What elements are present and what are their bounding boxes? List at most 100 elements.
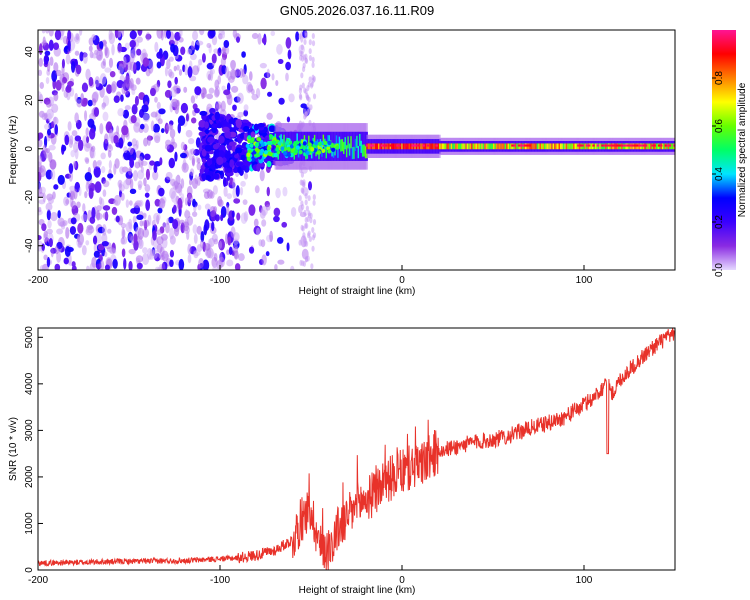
spectrogram-cell [203,223,208,236]
spectrogram-cell [196,225,202,235]
spectrogram-plot-frame [37,29,676,271]
spectrogram-cell [226,82,231,92]
spectrogram-cell [266,186,270,197]
spectrogram-cell [305,205,309,212]
spectrogram-cell [102,212,109,220]
spectrogram-cell [168,157,176,169]
spectrogram-cell [259,209,266,219]
spectrogram-cell [46,61,51,72]
spectrogram-cell [142,57,150,67]
spectrogram-cell [183,221,190,232]
spectrogram-cell [263,150,268,155]
spectrogram-cell [174,76,178,85]
spectrogram-cell [77,222,84,234]
spectrogram-cell [88,45,93,52]
spectrogram-cell [294,149,299,154]
spectrogram-cell [237,92,244,104]
spectrogram-cell [78,30,83,36]
spectrogram-cell [92,159,97,170]
spectrogram-cell [171,137,175,146]
spectrogram-cell [68,139,74,148]
spectrogram-cell [108,57,114,68]
spectrogram-cell [136,262,143,270]
colorbar-gradient [712,30,736,270]
spectrogram-cell [186,48,193,55]
spectrogram-cell [204,144,212,152]
spectrogram-cell [300,50,304,57]
spectrogram-cell [147,247,153,260]
spectrogram-cell [79,51,84,62]
spectrogram-cell [130,84,137,91]
colorbar-tick-label: 0.2 [714,215,725,229]
spectrogram-cell [258,239,263,247]
spectrogram-cell [666,144,670,147]
spectrogram-cell [266,160,272,168]
spectrogram-cell [133,233,138,244]
spectrogram-cell [192,224,198,235]
spectrogram-cell [214,79,220,90]
spectrogram-cell [261,254,267,266]
spectrogram-cell [312,93,317,100]
spectrogram-cell [266,68,270,79]
spectrogram-cell [129,30,137,40]
spectrogram-cell [136,214,144,221]
spectrogram-cell [113,135,119,145]
spectrogram-cell [104,264,110,270]
spectrogram-cell [185,113,189,122]
spectrogram-cell [120,192,125,201]
spectrogram-cell [174,105,179,115]
spectrogram-cell [288,93,295,103]
x-tick-label: -100 [210,275,230,286]
spectrogram-cell [302,141,307,146]
spectrogram-cell [49,159,57,170]
spectrogram-cell [111,44,115,56]
spectrogram-cell [218,135,225,144]
spectrogram-cell [142,228,150,238]
spectrogram-cell [70,60,76,73]
spectrogram-cell [55,79,62,91]
spectrogram-cell [300,44,304,51]
spectrogram-cell [216,156,224,166]
spectrogram-cell [74,112,79,124]
spectrogram-cell [218,256,225,268]
spectrogram-cell [48,39,54,51]
spectrogram-cell [609,144,613,147]
spectrogram-cell [223,89,231,96]
spectrogram-cell [65,53,71,65]
spectrogram-cell [106,144,114,152]
colorbar-title: Normalized spectral amplitude [737,82,748,217]
spectrogram-cell [235,161,244,167]
spectrogram-cell [226,193,232,200]
spectrogram-cell [234,154,240,159]
spectrogram-cell [307,212,312,219]
spectrogram-cell [435,144,438,147]
spectrogram-cell [137,180,143,189]
spectrogram-cell [302,232,306,239]
spectrogram-cell [273,152,278,158]
spectrogram-cell [601,144,604,147]
spectrogram-cell [205,174,211,181]
spectrogram-cell [67,80,74,87]
spectrogram-cell [251,157,256,162]
spectrogram-cell [88,76,94,87]
spectrogram-cell [145,168,151,180]
spectrogram-cell [50,211,58,222]
spectrogram-cell [230,68,236,80]
spectrogram-cell [519,144,523,147]
spectrogram-cell [380,144,384,147]
spectrogram-cell [177,197,183,210]
spectrogram-cell [256,163,261,172]
spectrogram-cell [118,137,124,149]
spectrogram-cell [277,259,285,265]
spectrogram-cell [243,172,249,180]
spectrogram-cell [300,103,308,109]
spectrogram-cell [627,144,630,147]
spectrogram-cell [137,169,145,180]
spectrogram-cell [254,142,259,147]
spectrogram-cell [102,189,107,197]
spectrogram-cell [115,215,120,223]
spectrogram-cell [305,92,309,99]
spectrogram-cell [290,265,295,270]
spectrogram-cell [640,144,643,147]
spectrogram-cell [176,64,180,71]
